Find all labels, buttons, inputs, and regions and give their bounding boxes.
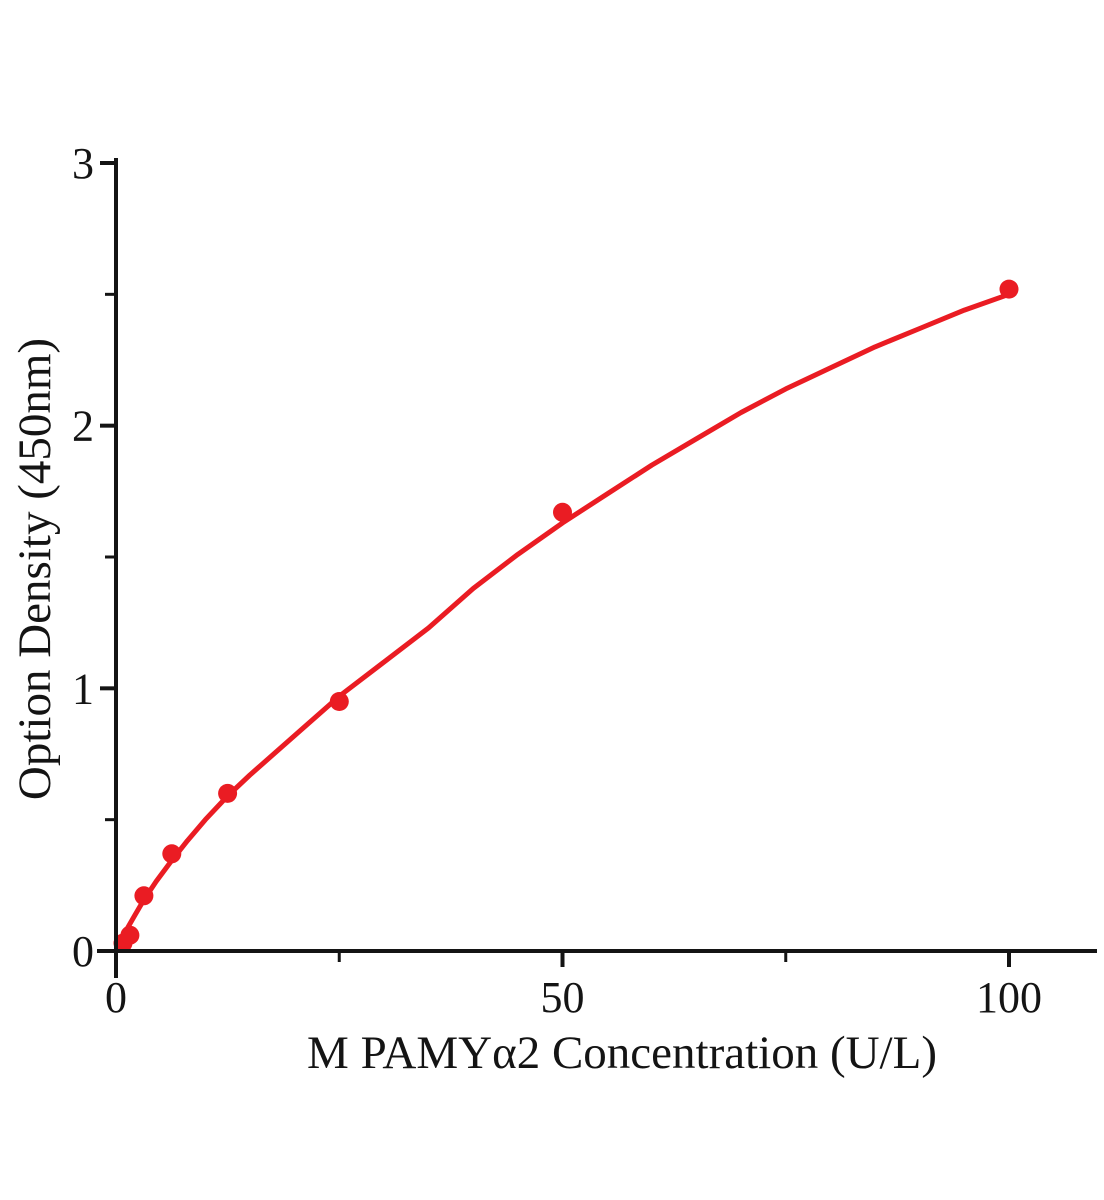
y-axis-title: Option Density (450nm) — [9, 338, 61, 800]
data-point — [329, 692, 349, 711]
tick-label-layer: 0 50 100 0 1 2 3 — [72, 139, 1042, 1022]
data-point — [999, 279, 1019, 299]
data-point — [134, 886, 154, 906]
axes-layer — [97, 158, 1097, 978]
tick-layer — [100, 160, 1011, 967]
data-point — [218, 783, 238, 803]
fitted-curve — [113, 291, 1012, 954]
series-layer — [113, 279, 1019, 954]
x-axis-title: M PAMYα2 Concentration (U/L) — [307, 1027, 937, 1079]
y-tick-label: 1 — [72, 664, 94, 713]
x-tick-label: 100 — [976, 973, 1042, 1022]
x-tick-label: 50 — [541, 973, 585, 1022]
x-tick-label: 0 — [105, 973, 127, 1022]
y-tick-label: 3 — [72, 139, 94, 188]
data-point — [162, 844, 182, 864]
data-point — [120, 925, 140, 945]
y-tick-label: 0 — [72, 927, 94, 976]
data-point — [553, 502, 572, 522]
y-tick-label: 2 — [72, 402, 94, 451]
